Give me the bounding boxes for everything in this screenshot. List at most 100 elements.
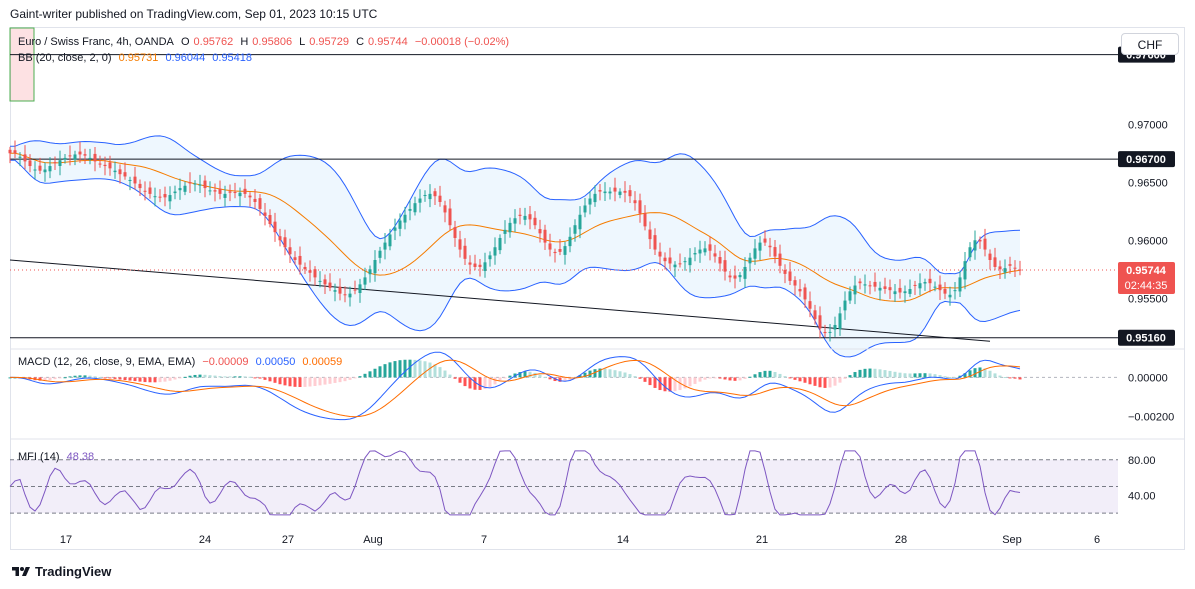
macd-histogram-bar	[763, 370, 767, 378]
macd-histogram-bar	[233, 376, 237, 378]
macd-histogram-bar	[833, 377, 837, 386]
candle-body	[733, 275, 737, 279]
candle-body	[648, 229, 652, 240]
macd-histogram-bar	[773, 372, 777, 378]
macd-histogram-bar	[63, 377, 67, 379]
candle-body	[303, 266, 307, 270]
macd-histogram-bar	[403, 359, 407, 378]
macd-histogram-bar	[468, 377, 472, 389]
publisher-line: Gaint-writer published on TradingView.co…	[10, 7, 378, 21]
candle-body	[878, 287, 882, 291]
candle-body	[848, 291, 852, 301]
macd-signal-line	[10, 359, 1021, 418]
candle-body	[433, 191, 437, 197]
macd-histogram-bar	[973, 368, 977, 378]
candle-body	[188, 182, 192, 184]
macd-histogram-bar	[543, 377, 547, 379]
macd-histogram-bar	[808, 377, 812, 385]
time-tick-4: 7	[481, 534, 487, 546]
candle-body	[753, 248, 757, 259]
candle-body	[898, 287, 902, 293]
macd-histogram-bar	[98, 377, 102, 379]
mfi-legend: MFI (14) 48.38	[18, 451, 98, 463]
macd-histogram-bar	[58, 377, 62, 379]
candle-body	[293, 257, 297, 260]
macd-histogram-bar	[648, 377, 652, 386]
candle-body	[288, 247, 292, 255]
macd-histogram-bar	[183, 376, 187, 378]
macd-histogram-bar	[358, 376, 362, 378]
macd-histogram-bar	[433, 364, 437, 378]
candle-body	[673, 264, 677, 268]
candle-body	[623, 190, 627, 193]
macd-histogram-bar	[498, 377, 502, 382]
candle-body	[213, 190, 217, 192]
change-value: −0.00018 (−0.02%)	[414, 36, 510, 48]
macd-histogram-bar	[453, 377, 457, 379]
candle-body	[8, 149, 12, 154]
time-tick-1: 24	[199, 534, 211, 546]
candle-body	[713, 253, 717, 257]
close-label: C	[356, 36, 365, 48]
candle-body	[868, 285, 872, 287]
currency-button[interactable]: CHF	[1121, 33, 1179, 55]
level-badge-2	[1118, 329, 1175, 346]
candle-body	[893, 291, 897, 295]
macd-histogram-bar	[348, 377, 352, 380]
tradingview-footer[interactable]: TradingView	[10, 564, 111, 579]
candle-body	[283, 237, 287, 248]
macd-histogram-bar	[858, 369, 862, 378]
macd-histogram-bar	[623, 372, 627, 378]
candle-body	[438, 195, 442, 202]
candle-body	[208, 190, 212, 192]
macd-histogram-bar	[218, 376, 222, 378]
candle-body	[988, 253, 992, 260]
macd-histogram-bar	[223, 376, 227, 378]
macd-histogram-bar	[528, 371, 532, 378]
high-label: H	[240, 36, 249, 48]
macd-histogram-bar	[878, 369, 882, 378]
macd-histogram-bar	[983, 368, 987, 378]
candle-body	[43, 169, 47, 173]
macd-histogram-bar	[373, 368, 377, 378]
candle-body	[33, 169, 37, 171]
mfi-line	[9, 450, 1021, 516]
macd-histogram-bar	[333, 377, 337, 383]
candle-body	[168, 195, 172, 202]
candle-body	[173, 191, 177, 194]
macd-histogram-bar	[798, 377, 802, 382]
macd-histogram-bar	[323, 377, 327, 385]
low-label: L	[299, 36, 306, 48]
candle-body	[468, 262, 472, 265]
candle-body	[588, 198, 592, 205]
candle-body	[343, 294, 347, 296]
macd-histogram-bar	[503, 377, 507, 379]
macd-histogram-bar	[863, 368, 867, 378]
macd-histogram-bar	[523, 371, 527, 378]
candle-body	[493, 247, 497, 256]
candle-body	[863, 284, 867, 286]
macd-histogram-bar	[708, 377, 712, 379]
bb-band-fill	[10, 135, 1020, 357]
candle-body	[998, 266, 1002, 270]
symbol-title: Euro / Swiss Franc, 4h, OANDA	[18, 36, 174, 48]
candle-body	[643, 213, 647, 227]
candle-body	[918, 283, 922, 289]
candle-body	[943, 288, 947, 294]
macd-histogram-bar	[958, 375, 962, 378]
macd-histogram-bar	[368, 371, 372, 378]
macd-histogram-bar	[73, 375, 77, 378]
candle-body	[243, 188, 247, 194]
macd-histogram-bar	[538, 374, 542, 378]
candle-body	[443, 205, 447, 213]
candle-body	[973, 240, 977, 251]
macd-histogram-bar	[478, 377, 482, 390]
macd-histogram-bar	[388, 362, 392, 378]
candle-body	[513, 218, 517, 224]
macd-histogram-bar	[918, 373, 922, 378]
macd-histogram-bar	[923, 373, 927, 378]
candle-body	[158, 196, 162, 198]
macd-histogram-bar	[268, 377, 272, 382]
macd-histogram-bar	[493, 377, 497, 385]
